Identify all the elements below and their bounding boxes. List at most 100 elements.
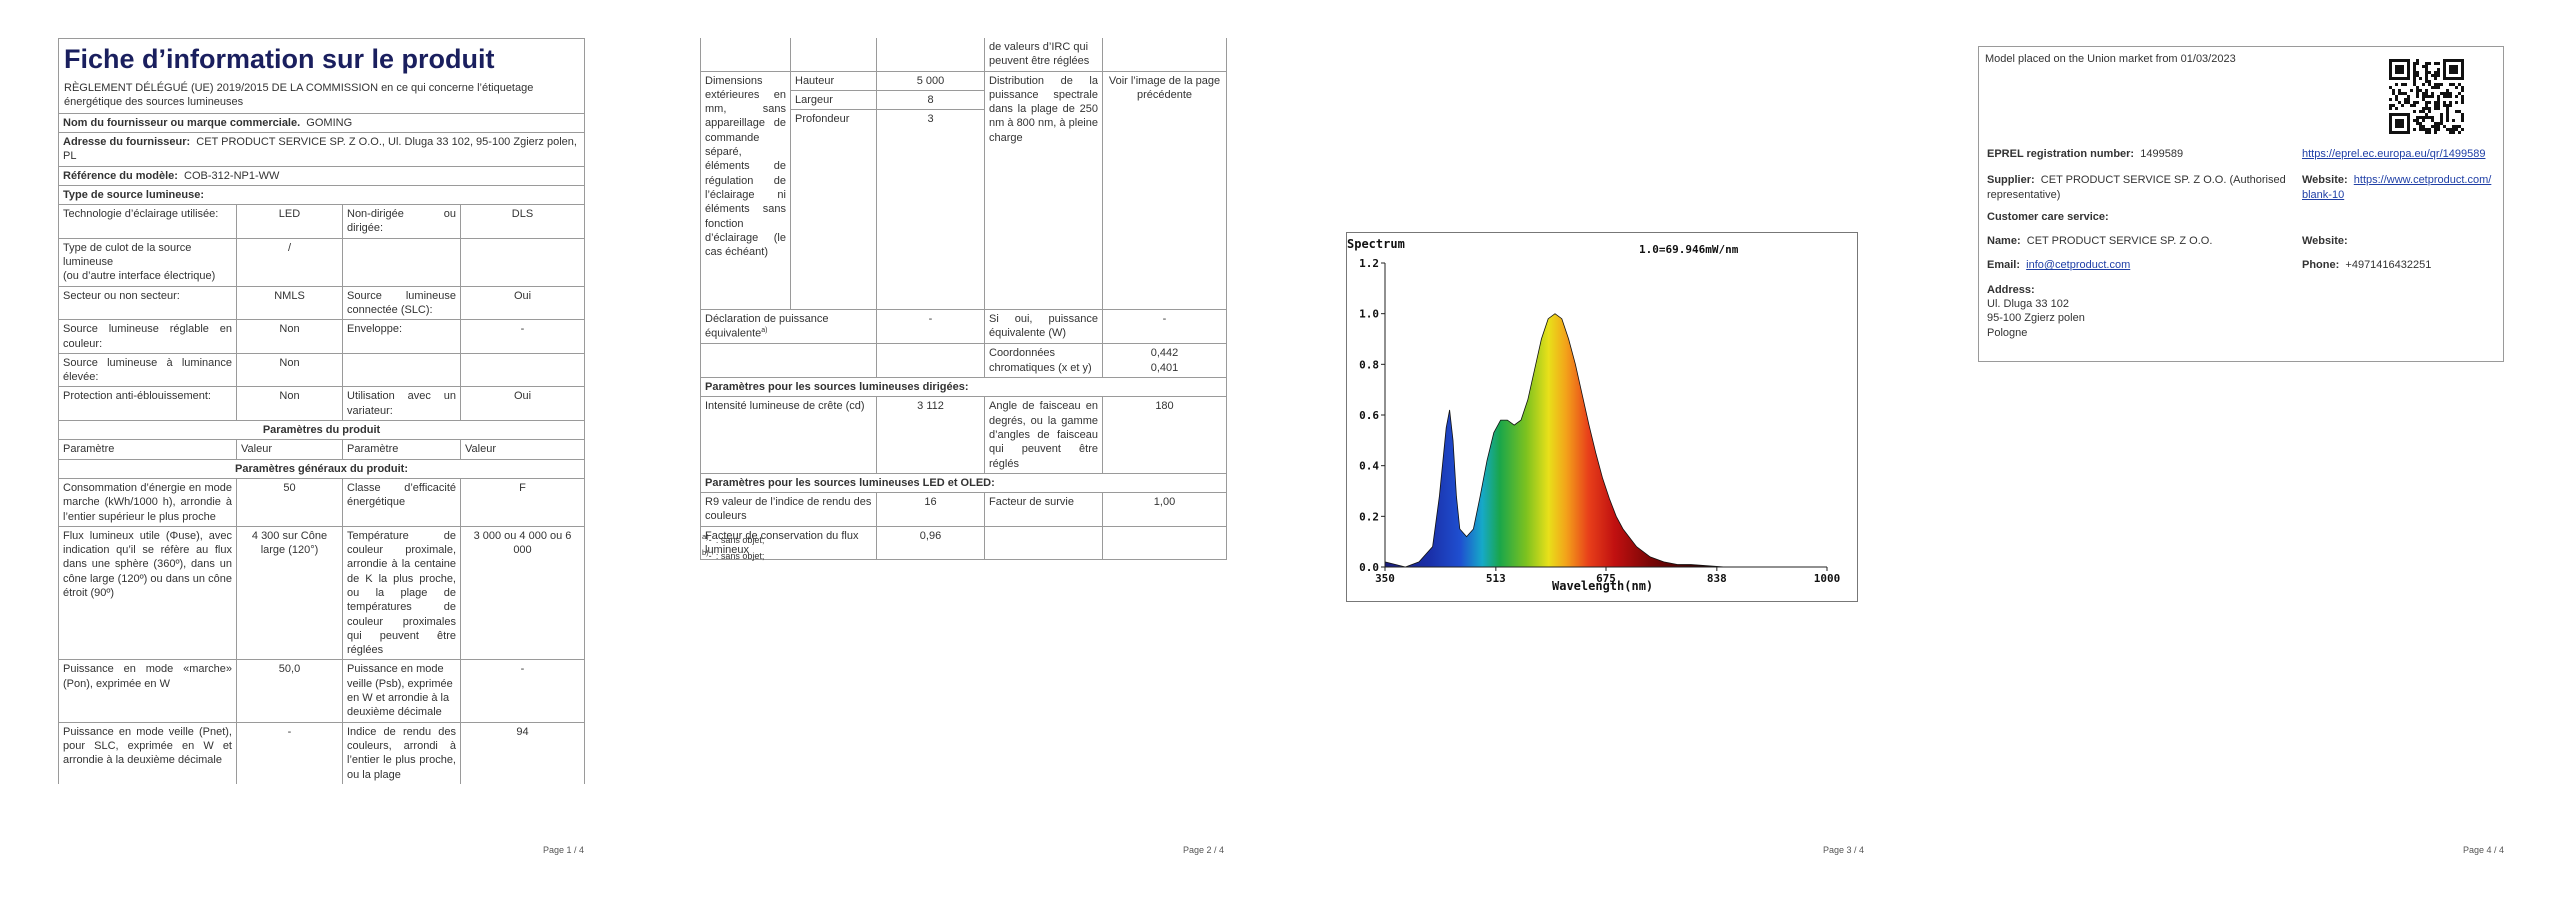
eprel-info-table: EPREL registration number: 1499589 https… [1983,145,2501,342]
chroma-x: 0,442 [1150,347,1179,360]
connected-value: Oui [460,285,585,321]
connected-label: Source lumineuse connectée (SLC): [342,285,461,321]
name-label: Name: [1987,235,2021,248]
table-row: Type de culot de la source lumineuse (ou … [58,237,585,287]
table-row: Puissance en mode «marche» (Pon), exprim… [58,659,585,723]
depth-value: 3 [876,109,985,311]
note-a-text: -’ : sans objet; [708,535,765,545]
mains-label: Secteur ou non secteur: [58,285,237,321]
website-link[interactable]: https://www.cetproduct.com/blank-10 [2302,174,2492,201]
x-tick-label: 838 [1707,572,1727,585]
supplier-name-label: Nom du fournisseur ou marque commerciale… [63,116,301,129]
model-label: Référence du modèle: [63,169,178,182]
r9-label: R9 valeur de l’indice de rendu des coule… [700,492,877,527]
eeclass-value: F [460,477,585,527]
x-tick-label: 350 [1375,572,1395,585]
nondirected-value: DLS [460,204,585,239]
note-b-text: -’ : sans objet; [708,551,765,561]
page-number: Page 4 / 4 [2462,845,2504,855]
width-value: 8 [876,89,985,111]
chart-title: Spectrum [1347,237,1405,251]
x-tick-label: 675 [1596,572,1616,585]
col-value-2: Valeur [460,439,585,460]
equiv-sup: a) [761,327,768,335]
glare-label: Protection anti-éblouissement: [58,386,237,422]
eprel-box: Model placed on the Union market from 01… [1978,46,2504,362]
glare-value: Non [236,386,343,422]
power-on-value: 50,0 [236,659,343,723]
peak-label: Intensité lumineuse de crête (cd) [700,396,877,474]
cri-label: Indice de rendu des couleurs, arrondi à … [342,721,461,784]
page-1: Fiche d’information sur le produit RÈGLE… [0,0,640,905]
page-number: Page 3 / 4 [1822,845,1864,855]
colour-value: Non [236,319,343,354]
table-row: Profondeur 3 [701,109,1227,311]
y-tick-label: 1.2 [1359,257,1379,270]
table-row: Email: info@cetproduct.com Phone: +49714… [1983,250,2501,274]
equiv-value: - [876,309,985,345]
table-row: Secteur ou non secteur: NMLS Source lumi… [58,285,585,321]
supplier-name: GOMING [306,116,353,129]
table-row: Source lumineuse à luminance élevée: Non [58,352,585,388]
eprel-link[interactable]: https://eprel.ec.europa.eu/qr/1499589 [2302,148,2486,160]
spd-value: Voir l’image de la page précédente [1102,70,1227,311]
dimmer-label: Utilisation avec un variateur: [342,386,461,422]
beam-label: Angle de faisceau en degrés, ou la gamme… [984,396,1103,474]
col-param-2: Paramètre [342,439,461,460]
table-row: Largeur 8 [701,89,1227,111]
email-link[interactable]: info@cetproduct.com [2026,259,2131,272]
regulation-text: RÈGLEMENT DÉLÉGUÉ (UE) 2019/2015 DE LA C… [64,82,534,109]
x-tick-label: 1000 [1814,572,1841,585]
qr-code-icon [2389,59,2465,135]
model-value: COB-312-NP1-WW [184,169,280,182]
spectrum-chart: 0.0 0.2 0.4 0.6 0.8 1.0 1.2 350 513 675 838 1000 Sp… [1346,232,1858,602]
table-row: R9 valeur de l’indice de rendu des coule… [700,492,1227,527]
page-title: Fiche d’information sur le produit [64,44,495,74]
equiv-label: Déclaration de puissance équivalente [705,313,829,341]
supplier-value: CET PRODUCT SERVICE SP. Z O.O. (Authoris… [1987,174,2286,201]
height-label: Hauteur [790,70,877,91]
page-4: Model placed on the Union market from 01… [1920,0,2560,905]
chroma-label: Coordonnées chromatiques (x et y) [984,343,1103,379]
tech-label: Technologie d’éclairage utilisée: [58,204,237,239]
page-number: Page 2 / 4 [1182,845,1224,855]
height-value: 5 000 [876,70,985,91]
page-2: de valeurs d’IRC qui peuvent être réglée… [640,0,1280,905]
y-tick-label: 0.4 [1359,460,1379,473]
standby-value: - [460,659,585,723]
y-tick-label: 0.6 [1359,409,1379,422]
beam-value: 180 [1102,396,1227,474]
phone-label: Phone: [2302,259,2340,272]
table-row: Déclaration de puissance équivalentea) -… [700,309,1227,345]
dls-header: Paramètres pour les sources lumineuses d… [700,377,1227,398]
consumption-value: 50 [236,477,343,527]
hlum-label: Source lumineuse à luminance élevée: [58,352,237,388]
spd-label: Distribution de la puissance spectrale d… [984,70,1103,311]
envelope-value: - [460,319,585,354]
website-label: Website: [2302,174,2348,187]
dimmer-value: Oui [460,386,585,422]
maint-value: 0,96 [876,525,985,561]
flux-value: 4 300 sur Cône large (120°) [236,525,343,661]
hlum-value: Non [236,352,343,388]
table-row: Consommation d’énergie en mode marche (k… [58,477,585,527]
power-on-label: Puissance en mode «marche» (Pon), exprim… [58,659,237,723]
chroma-y: 0,401 [1150,361,1179,374]
col-value: Valeur [236,439,343,460]
name-value: CET PRODUCT SERVICE SP. Z O.O. [2026,235,2213,248]
address-line-3: Pologne [1987,326,2028,339]
table-row: Protection anti-éblouissement: Non Utili… [58,386,585,422]
depth-label: Profondeur [790,109,877,311]
eprel-label: EPREL registration number: [1987,148,2135,160]
note-b: b)-’ : sans objet; [702,548,764,561]
table-row: Source lumineuse réglable en couleur: No… [58,319,585,354]
dims-label: Dimensions extérieures en mm, sans appar… [700,70,791,311]
mains-value: NMLS [236,285,343,321]
note-a: a)-’ : sans objet; [702,532,764,545]
table-row: EPREL registration number: 1499589 https… [1983,145,2501,163]
chart-annotation: 1.0=69.946mW/nm [1639,243,1739,256]
x-tick-label: 513 [1486,572,1506,585]
y-tick-label: 0.2 [1359,510,1379,523]
cri-value: 94 [460,721,585,784]
y-tick-label: 0.8 [1359,358,1379,371]
